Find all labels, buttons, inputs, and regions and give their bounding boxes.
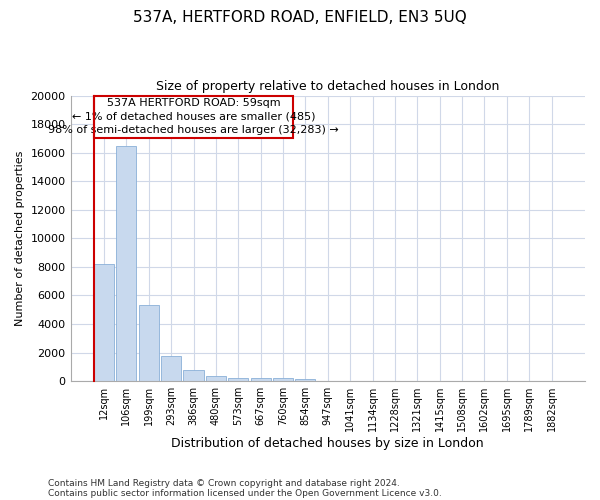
Text: Contains public sector information licensed under the Open Government Licence v3: Contains public sector information licen… — [48, 488, 442, 498]
Bar — [139, 306, 159, 381]
Bar — [251, 378, 271, 381]
Text: Contains HM Land Registry data © Crown copyright and database right 2024.: Contains HM Land Registry data © Crown c… — [48, 478, 400, 488]
FancyBboxPatch shape — [94, 96, 293, 138]
Text: 98% of semi-detached houses are larger (32,283) →: 98% of semi-detached houses are larger (… — [49, 125, 339, 135]
Bar — [273, 378, 293, 381]
Bar — [184, 370, 203, 381]
Bar — [94, 264, 114, 381]
Y-axis label: Number of detached properties: Number of detached properties — [15, 150, 25, 326]
Bar — [161, 356, 181, 381]
Title: Size of property relative to detached houses in London: Size of property relative to detached ho… — [156, 80, 499, 93]
Bar — [228, 378, 248, 381]
Text: ← 1% of detached houses are smaller (485): ← 1% of detached houses are smaller (485… — [72, 112, 316, 122]
Text: 537A, HERTFORD ROAD, ENFIELD, EN3 5UQ: 537A, HERTFORD ROAD, ENFIELD, EN3 5UQ — [133, 10, 467, 25]
Bar — [116, 146, 136, 381]
Bar — [295, 378, 316, 381]
Bar — [206, 376, 226, 381]
Text: 537A HERTFORD ROAD: 59sqm: 537A HERTFORD ROAD: 59sqm — [107, 98, 281, 108]
X-axis label: Distribution of detached houses by size in London: Distribution of detached houses by size … — [172, 437, 484, 450]
